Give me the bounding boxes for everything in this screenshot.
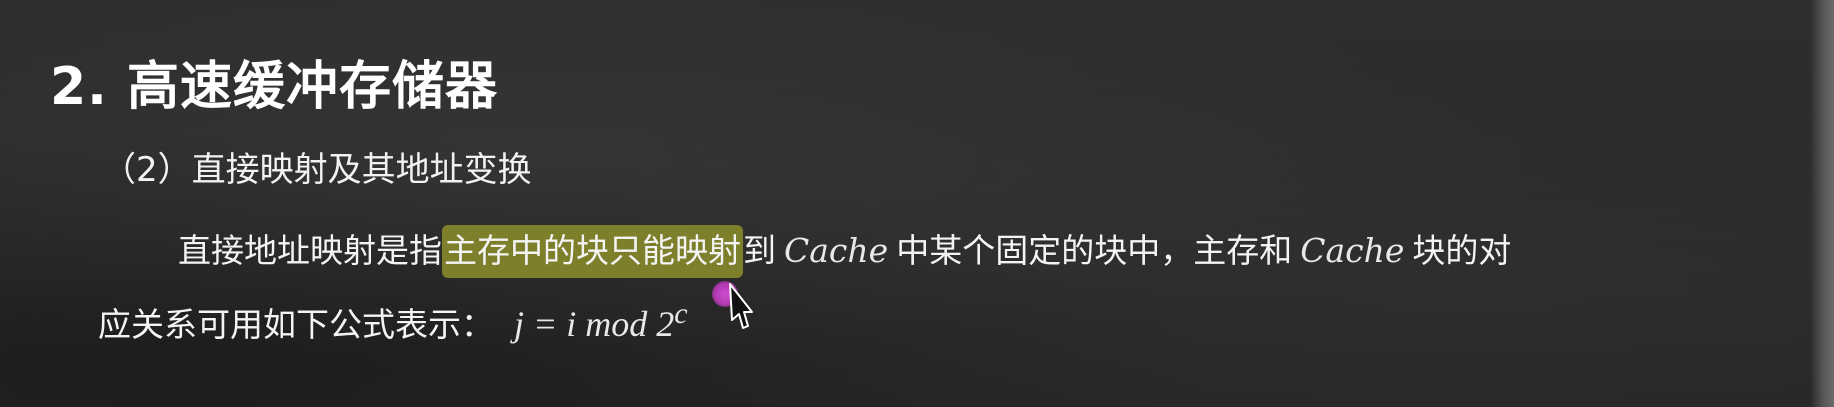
formula-main: j = i mod 2 bbox=[514, 304, 674, 344]
highlighted-text: 主存中的块只能映射 bbox=[442, 225, 743, 278]
text-end: 块的对 bbox=[1412, 231, 1511, 270]
cache-term-1: Cache bbox=[776, 231, 896, 270]
text-line-2: 应关系可用如下公式表示： bbox=[98, 305, 494, 344]
mapping-formula: j = i mod 2c bbox=[514, 304, 688, 344]
cache-term-2: Cache bbox=[1292, 231, 1412, 270]
slide-heading: 2. 高速缓冲存储器 bbox=[50, 44, 498, 119]
paragraph-line-2: 应关系可用如下公式表示： j = i mod 2c bbox=[98, 297, 688, 346]
text-after-highlight: 到 bbox=[743, 231, 776, 270]
slide-edge bbox=[1810, 0, 1834, 407]
pen-cursor-icon bbox=[726, 282, 758, 330]
slide-subheading: （2）直接映射及其地址变换 bbox=[102, 142, 532, 191]
formula-superscript: c bbox=[674, 297, 687, 330]
paragraph-line-1: 直接地址映射是指主存中的块只能映射到 Cache 中某个固定的块中，主存和 Cache… bbox=[178, 224, 1511, 272]
text-middle: 中某个固定的块中，主存和 bbox=[896, 231, 1292, 270]
text-before-highlight: 直接地址映射是指 bbox=[178, 231, 442, 270]
